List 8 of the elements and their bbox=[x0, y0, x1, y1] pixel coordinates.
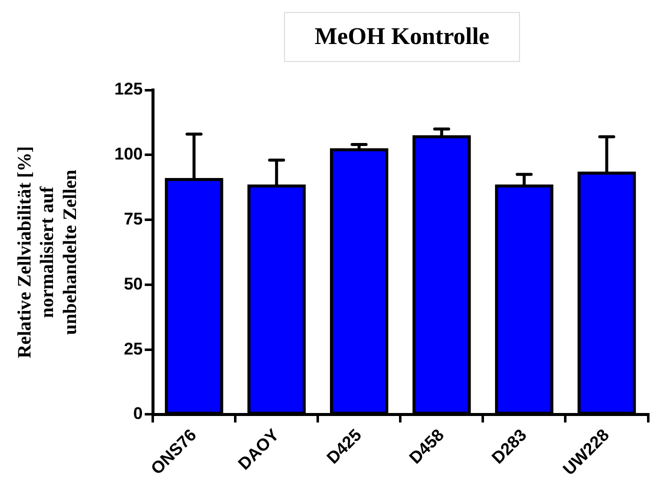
y-tick-label: 75 bbox=[124, 209, 143, 228]
y-tick-label: 25 bbox=[124, 339, 143, 358]
y-tick-label: 0 bbox=[133, 404, 143, 424]
y-axis-title: Relative Zellviabilität [%] normalisiert auf unbehandelte Zellen bbox=[14, 146, 81, 358]
y-tick-label: 125 bbox=[114, 80, 143, 99]
y-tick-label: 50 bbox=[124, 274, 143, 294]
chart-title: MeOH Kontrolle bbox=[284, 12, 520, 62]
y-tick-label: 100 bbox=[114, 144, 143, 164]
